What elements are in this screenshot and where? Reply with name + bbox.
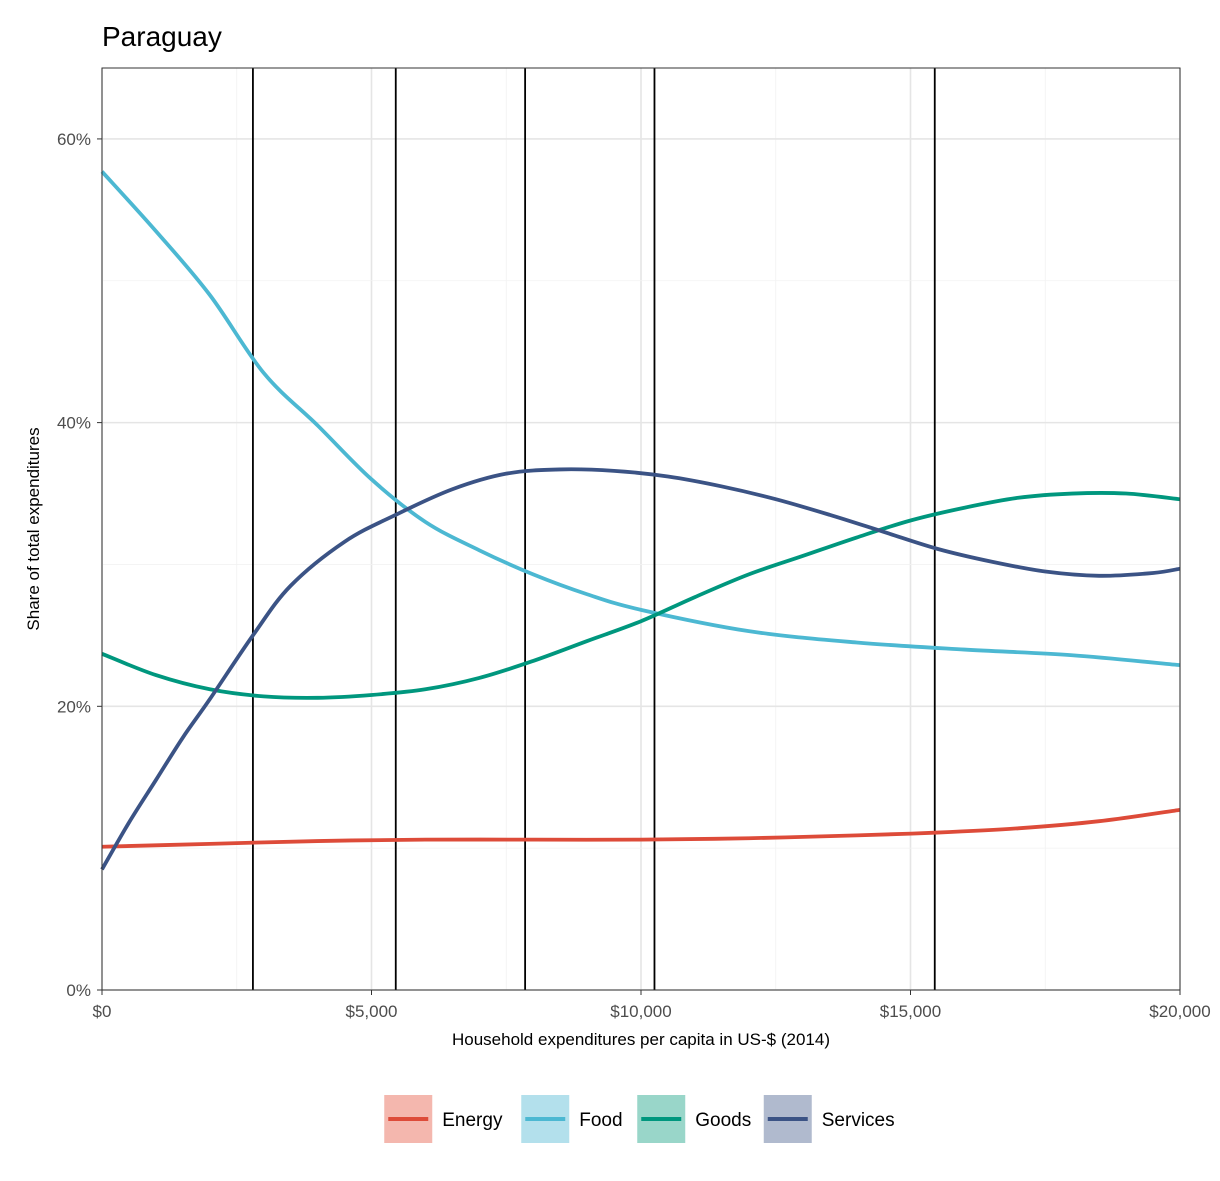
legend-label-energy: Energy: [442, 1110, 503, 1131]
y-tick-label: 40%: [57, 414, 91, 433]
y-tick-label: 0%: [66, 981, 91, 1000]
series-line-food: [100, 170, 1181, 668]
legend: Energy Food Goods Services: [384, 1095, 895, 1143]
x-axis-ticks: $0 $5,000 $10,000 $15,000 $20,000: [93, 990, 1211, 1021]
series-line-energy: [101, 807, 1181, 849]
x-tick-label: $20,000: [1149, 1002, 1210, 1021]
x-tick-label: $5,000: [346, 1002, 398, 1021]
legend-label-food: Food: [579, 1110, 622, 1131]
y-axis-label: Share of total expenditures: [24, 427, 43, 630]
y-tick-label: 20%: [57, 697, 91, 716]
x-tick-label: $0: [93, 1002, 112, 1021]
x-tick-label: $15,000: [880, 1002, 941, 1021]
legend-label-goods: Goods: [695, 1110, 751, 1131]
y-axis-ticks: 0% 20% 40% 60%: [57, 130, 102, 1000]
series-line-goods: [101, 491, 1181, 700]
grid-lines: [101, 68, 1181, 991]
legend-label-services: Services: [822, 1110, 895, 1131]
chart-title: Paraguay: [102, 21, 222, 52]
y-tick-label: 60%: [57, 130, 91, 149]
x-axis-label: Household expenditures per capita in US-…: [452, 1030, 830, 1049]
vertical-reference-lines: [252, 68, 936, 990]
series-lines: [100, 170, 1181, 871]
series-line-services: [100, 467, 1181, 871]
x-tick-label: $10,000: [610, 1002, 671, 1021]
